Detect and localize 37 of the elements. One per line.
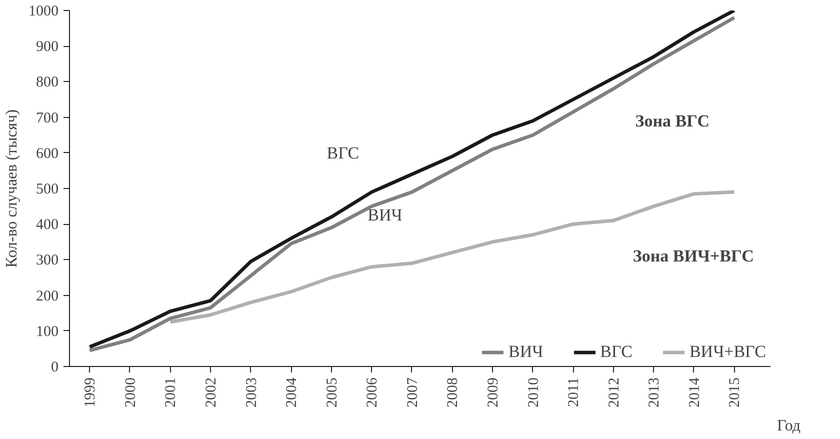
x-tick-label: 2008 — [445, 378, 462, 408]
y-tick-label: 500 — [36, 182, 58, 198]
x-tick-label: 2014 — [686, 377, 703, 408]
x-tick-label: 2011 — [566, 377, 582, 407]
annotation: ВГС — [326, 143, 360, 162]
x-tick-label: 2004 — [284, 377, 300, 408]
x-tick-label: 2002 — [204, 378, 220, 408]
y-tick-label: 900 — [36, 39, 58, 56]
x-axis-title: Год — [776, 418, 801, 434]
x-tick-label: 2003 — [244, 378, 260, 408]
x-tick-label: 2012 — [606, 378, 622, 408]
y-axis-title: Кол-во случаев (тысяч) — [4, 109, 20, 268]
x-tick-label: 2000 — [122, 378, 139, 408]
x-tick-label: 2001 — [163, 378, 180, 408]
y-tick-label: 1000 — [28, 4, 58, 20]
y-tick-label: 600 — [36, 146, 58, 162]
x-tick-label: 2006 — [364, 377, 381, 408]
legend-label: ВГС — [600, 342, 632, 362]
annotation: Зона ВИЧ+ВГС — [632, 246, 754, 266]
annotation: ВИЧ — [368, 206, 402, 225]
y-tick-label: 100 — [36, 324, 58, 340]
y-tick-label: 0 — [51, 360, 58, 376]
y-tick-label: 300 — [36, 252, 58, 269]
legend-label: ВИЧ+ВГС — [689, 342, 766, 362]
y-tick-label: 200 — [36, 288, 58, 304]
legend-label: ВИЧ — [508, 342, 544, 362]
x-tick-label: 2010 — [526, 378, 542, 408]
x-tick-label: 2013 — [646, 378, 663, 408]
x-tick-label: 2009 — [486, 378, 502, 408]
y-tick-label: 400 — [36, 217, 58, 234]
x-tick-label: 1999 — [82, 378, 99, 408]
x-tick-label: 2007 — [404, 377, 421, 408]
x-tick-label: 2015 — [727, 378, 744, 408]
y-tick-label: 800 — [36, 74, 58, 91]
y-tick-label: 700 — [36, 110, 58, 126]
annotation: Зона ВГС — [635, 111, 710, 130]
x-tick-label: 2005 — [324, 378, 340, 408]
